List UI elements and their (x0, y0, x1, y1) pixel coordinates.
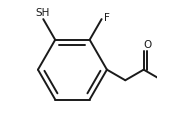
Text: SH: SH (35, 8, 50, 18)
Text: O: O (143, 40, 151, 50)
Text: F: F (104, 13, 110, 23)
